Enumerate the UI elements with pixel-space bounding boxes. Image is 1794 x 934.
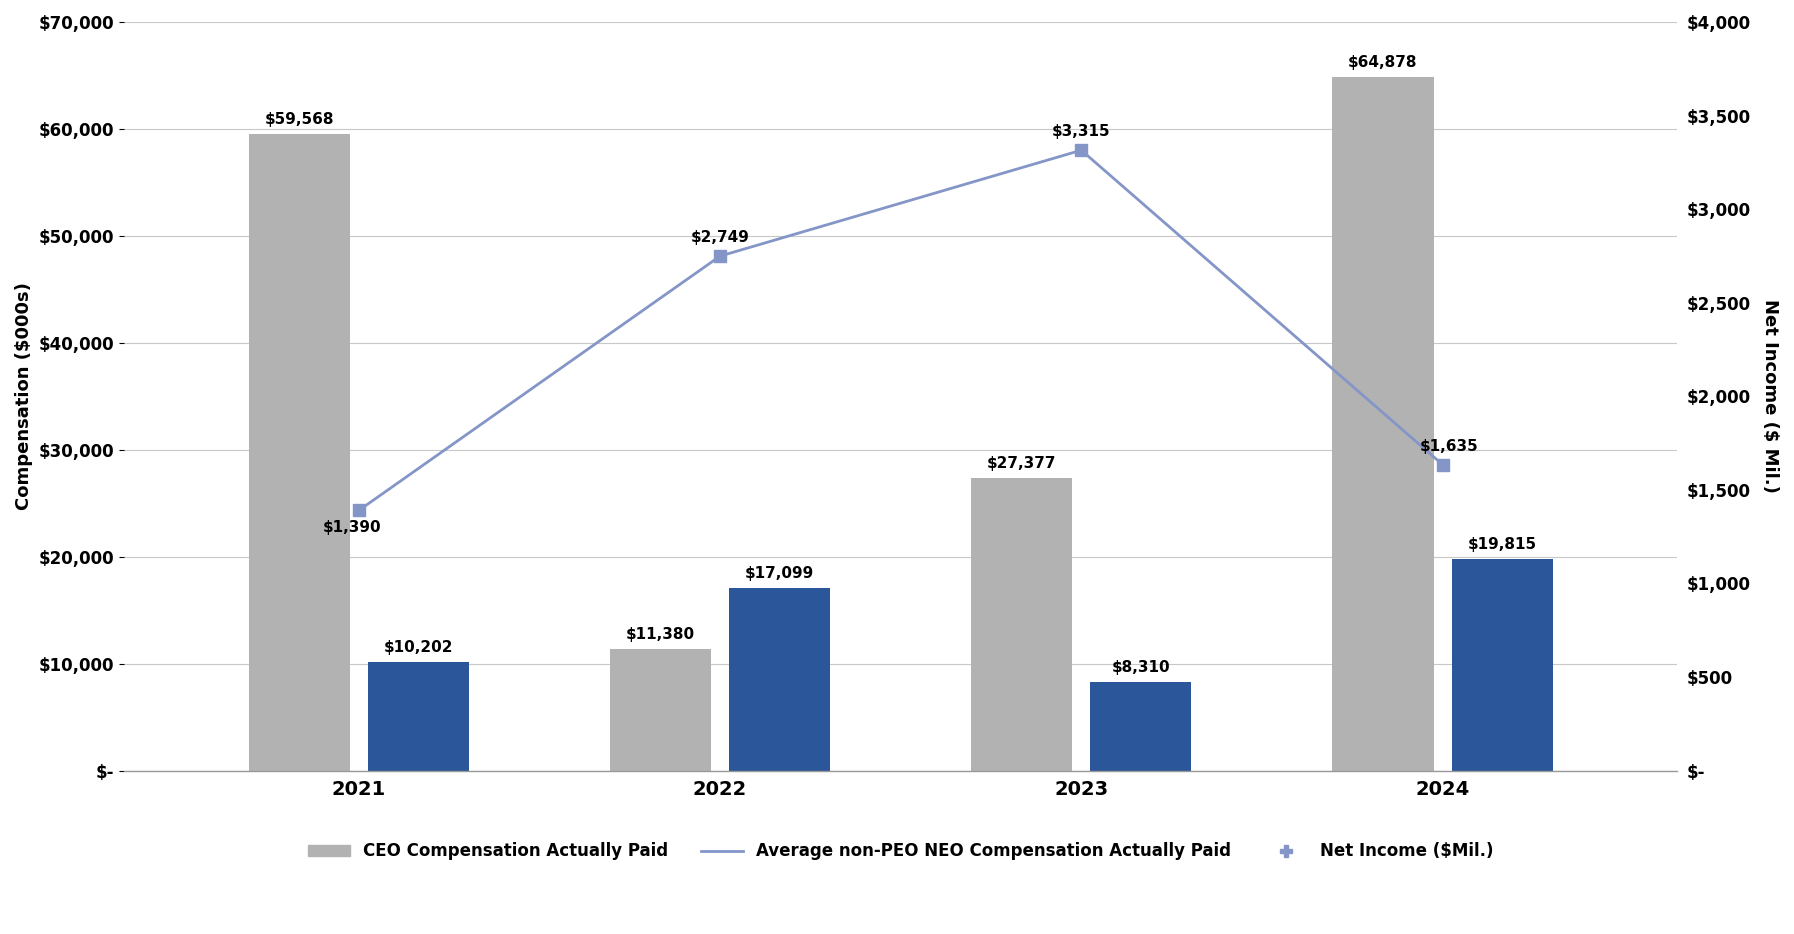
Text: $10,202: $10,202 xyxy=(384,640,454,655)
Text: $3,315: $3,315 xyxy=(1051,124,1110,139)
Bar xyxy=(971,478,1073,771)
Text: $1,635: $1,635 xyxy=(1421,438,1478,454)
Bar xyxy=(249,134,350,771)
Y-axis label: Compensation ($000s): Compensation ($000s) xyxy=(14,282,32,510)
Text: $27,377: $27,377 xyxy=(987,456,1057,471)
Text: $2,749: $2,749 xyxy=(691,230,750,245)
Y-axis label: Net Income ($ Mil.): Net Income ($ Mil.) xyxy=(1762,300,1780,493)
Text: $8,310: $8,310 xyxy=(1112,659,1170,674)
Bar xyxy=(1091,682,1191,771)
Legend: CEO Compensation Actually Paid, Average non-PEO NEO Compensation Actually Paid, : CEO Compensation Actually Paid, Average … xyxy=(301,836,1500,867)
Bar xyxy=(1451,559,1554,771)
Bar xyxy=(728,587,831,771)
Text: $1,390: $1,390 xyxy=(323,520,380,535)
Text: $11,380: $11,380 xyxy=(626,627,694,642)
Bar xyxy=(610,649,710,771)
Bar xyxy=(368,661,468,771)
Text: $19,815: $19,815 xyxy=(1467,537,1537,552)
Text: $59,568: $59,568 xyxy=(264,112,334,127)
Text: $17,099: $17,099 xyxy=(745,566,814,581)
Text: $64,878: $64,878 xyxy=(1347,55,1417,70)
Bar xyxy=(1333,77,1433,771)
